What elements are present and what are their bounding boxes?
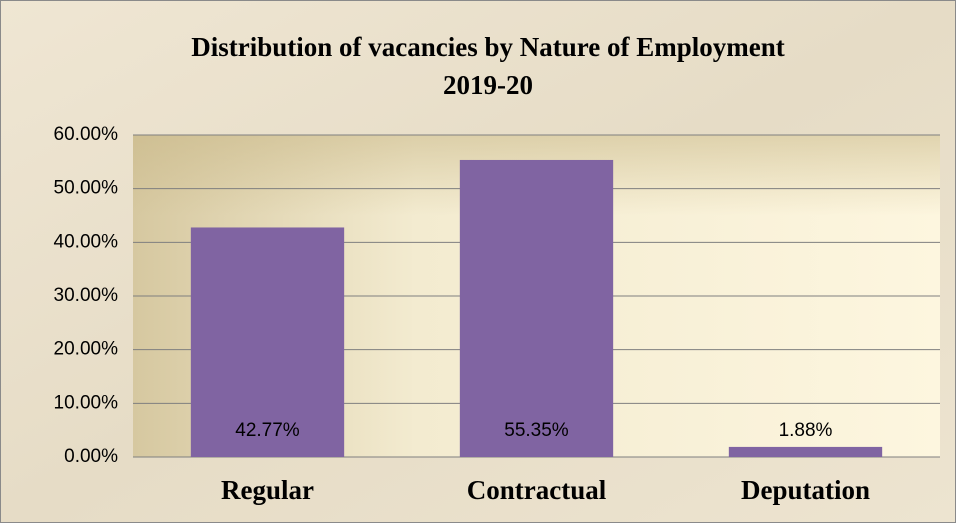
y-tick-label: 50.00% bbox=[54, 178, 119, 199]
value-label: 1.88% bbox=[779, 420, 833, 441]
x-tick-label: Regular bbox=[221, 475, 314, 505]
value-label: 55.35% bbox=[504, 420, 569, 441]
y-tick-label: 30.00% bbox=[54, 285, 119, 306]
y-tick-label: 0.00% bbox=[64, 446, 118, 467]
bar bbox=[728, 446, 883, 457]
y-tick-label: 10.00% bbox=[54, 392, 119, 413]
chart-title: Distribution of vacancies by Nature of E… bbox=[191, 32, 785, 62]
y-tick-label: 20.00% bbox=[54, 339, 119, 360]
value-label: 42.77% bbox=[235, 420, 300, 441]
x-tick-label: Contractual bbox=[467, 475, 607, 505]
x-tick-label: Deputation bbox=[741, 475, 870, 505]
bar bbox=[190, 227, 345, 457]
bar bbox=[459, 159, 614, 457]
y-tick-label: 40.00% bbox=[54, 231, 119, 252]
chart-title: 2019-20 bbox=[443, 70, 533, 100]
y-tick-label: 60.00% bbox=[54, 124, 119, 145]
